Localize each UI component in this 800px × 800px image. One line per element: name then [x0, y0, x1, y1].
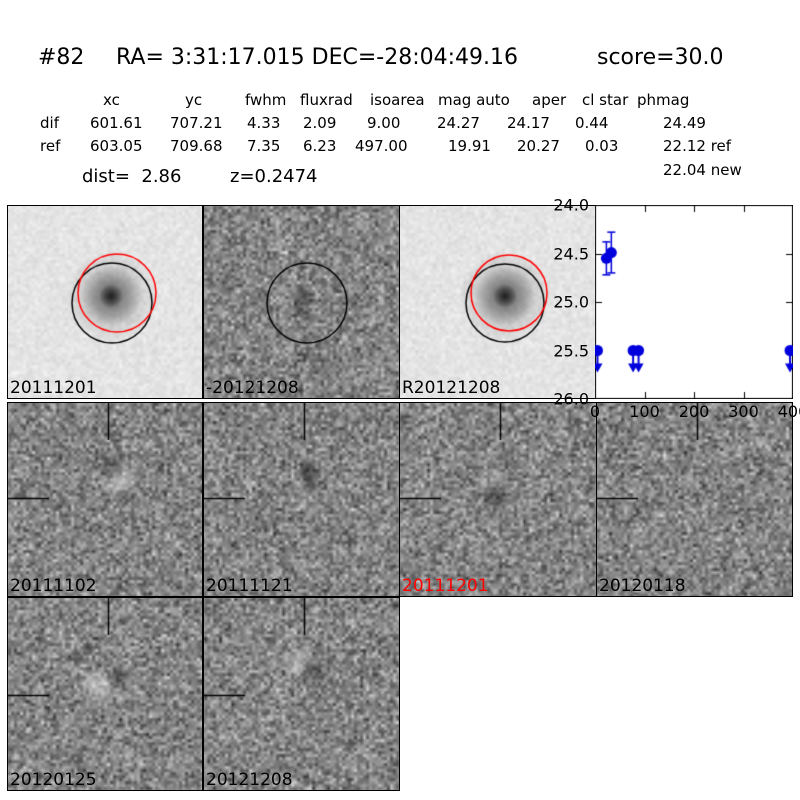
- cutout-image: [8, 206, 202, 398]
- cell-fwhm: 7.35: [247, 137, 281, 155]
- cutout-image: [400, 403, 596, 596]
- cell-mag-auto: 24.27: [437, 114, 480, 132]
- cutout-image: [204, 598, 399, 790]
- y-tick-label: 25.0: [553, 292, 589, 312]
- col-header-mag-auto: mag auto: [438, 91, 510, 109]
- cell-fwhm: 4.33: [247, 114, 281, 132]
- cell-cl-star: 0.44: [575, 114, 609, 132]
- cell-mag-auto: 19.91: [448, 137, 491, 155]
- col-header-xc: xc: [103, 91, 120, 109]
- cutout-image: [204, 403, 399, 596]
- cutout-date-label: 20120118: [599, 576, 686, 597]
- cutout-panel-diff-20121208: 20121208: [203, 597, 400, 791]
- cutout-date-label: 20111201: [402, 576, 489, 597]
- cutout-date-label: 20111121: [206, 576, 293, 597]
- cutout-panel-diff-20120118: 20120118: [596, 402, 793, 597]
- cell-yc: 707.21: [170, 114, 223, 132]
- redshift-value: z=0.2474: [230, 166, 318, 187]
- cutout-image: [8, 598, 202, 790]
- col-header-fluxrad: fluxrad: [300, 91, 353, 109]
- cutout-image: [8, 403, 202, 596]
- row-label: ref: [40, 137, 61, 155]
- cutout-panel-diff-20111121: 20111121: [203, 402, 400, 597]
- cutout-image: [204, 206, 399, 398]
- cutout-panel-diff-20120125: 20120125: [7, 597, 203, 791]
- cutout-image: [597, 403, 792, 596]
- cutout-panel-template-20111201: 20111201: [7, 205, 203, 399]
- cell-fluxrad: 2.09: [303, 114, 337, 132]
- col-header-isoarea: isoarea: [370, 91, 425, 109]
- cell-xc: 603.05: [90, 137, 143, 155]
- col-header-aper: aper: [532, 91, 567, 109]
- lightcurve-plot: 0 100 200 300 400 24.0 24.5 25.0 25.5 26.0: [553, 196, 800, 422]
- score-text: score=30.0: [597, 45, 724, 70]
- cutout-date-label: 20121208: [206, 770, 293, 791]
- cell-aper: 24.17: [507, 114, 550, 132]
- cell-phmag: 22.12 ref: [663, 137, 732, 155]
- x-tick-label: 100: [629, 402, 660, 421]
- col-header-fwhm: fwhm: [245, 91, 287, 109]
- y-tick-label: 24.5: [553, 244, 589, 263]
- cell-isoarea: 9.00: [367, 114, 401, 132]
- lightcurve-canvas: [595, 205, 793, 399]
- cutout-image: [400, 206, 595, 398]
- cell-isoarea: 497.00: [355, 137, 408, 155]
- dist-value: dist= 2.86: [82, 166, 182, 187]
- candidate-id: #82: [38, 45, 85, 70]
- cutout-panel-difference-20121208: -20121208: [203, 205, 400, 399]
- cell-fluxrad: 6.23: [303, 137, 337, 155]
- x-tick-label: 0: [589, 402, 601, 421]
- col-header-phmag: phmag: [637, 91, 690, 109]
- cutout-panel-diff-20111201-highlighted: 20111201: [399, 402, 597, 597]
- y-tick-label: 25.5: [553, 341, 589, 360]
- cell-phmag: 24.49: [663, 114, 706, 132]
- col-header-yc: yc: [185, 91, 203, 109]
- x-tick-label: 300: [728, 402, 759, 421]
- cutout-date-label: 20111102: [10, 576, 97, 597]
- coordinates-text: RA= 3:31:17.015 DEC=-28:04:49.16: [116, 45, 519, 70]
- cutout-date-label: R20121208: [402, 378, 501, 399]
- col-header-cl-star: cl star: [582, 91, 629, 109]
- cutout-date-label: 20111201: [10, 378, 97, 399]
- y-tick-label: 24.0: [553, 195, 589, 215]
- x-tick-label: 400: [777, 402, 800, 421]
- cell-aper: 20.27: [517, 137, 560, 155]
- row-label: dif: [40, 114, 59, 132]
- x-tick-label: 200: [678, 402, 710, 421]
- cell-xc: 601.61: [90, 114, 143, 132]
- y-tick-label: 26.0: [553, 389, 589, 409]
- cutout-panel-diff-20111102: 20111102: [7, 402, 203, 597]
- cutout-panel-reference-20121208: R20121208: [399, 205, 596, 399]
- phmag-new-value: 22.04 new: [663, 161, 742, 179]
- cutout-date-label: -20121208: [206, 378, 299, 399]
- cell-yc: 709.68: [170, 137, 223, 155]
- cell-cl-star: 0.03: [585, 137, 619, 155]
- cutout-date-label: 20120125: [10, 770, 97, 791]
